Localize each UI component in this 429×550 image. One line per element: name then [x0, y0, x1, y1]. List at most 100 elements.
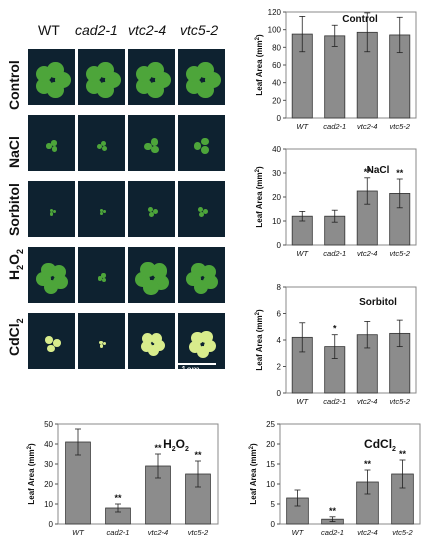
- y-tick-label: 0: [277, 389, 282, 398]
- plot-frame: [279, 423, 421, 525]
- y-tick-label: 6: [277, 310, 282, 319]
- seedling-leaf: [198, 206, 204, 212]
- seedling-leaf: [102, 341, 107, 346]
- seedling-photo-h2o2-wt: [27, 246, 76, 304]
- y-tick-label: 10: [44, 500, 53, 509]
- chart-sorbitol: 0 2 4 6 8 WT * cad2-1 vtc2-4 vtc5-2 Leaf Area (mm2…: [255, 283, 417, 406]
- seedling-leaf: [193, 142, 202, 151]
- seedling-photo-control-vtc2-4: [127, 48, 176, 106]
- seedling-leaf: [99, 340, 103, 345]
- seedling-leaf: [151, 138, 159, 146]
- plot-frame: [57, 423, 219, 525]
- y-tick-label: 80: [272, 43, 281, 52]
- bar-cad2-1: [324, 35, 346, 119]
- significance-marker: **: [154, 443, 162, 453]
- row-label-sorbitol: Sorbitol: [6, 183, 22, 236]
- y-tick-label: 20: [272, 193, 281, 202]
- y-tick-label: 10: [266, 480, 275, 489]
- y-tick-label: 60: [272, 61, 281, 70]
- chart-title: Control: [342, 14, 378, 25]
- seedling-photo-nacl-wt: [27, 114, 76, 172]
- seedling-leaf: [101, 140, 107, 146]
- category-label: vtc5-2: [390, 397, 411, 406]
- category-label: WT: [296, 397, 309, 406]
- category-label: WT: [292, 528, 305, 537]
- chart-nacl: 0 10 20 30 40 WT cad2-1 ** vtc2-4 ** vtc5-2 Leaf Ar…: [255, 145, 417, 258]
- seedling-photo-sorbitol-cad2-1: [77, 180, 126, 238]
- seedling-leaf: [151, 146, 159, 154]
- y-tick-label: 5: [271, 500, 276, 509]
- seedling-leaf: [102, 278, 107, 283]
- category-label: vtc2-4: [357, 528, 377, 537]
- seedling-photo-nacl-cad2-1: [77, 114, 126, 172]
- y-tick-label: 0: [277, 114, 282, 123]
- seedling-photo-control-vtc5-2: [177, 48, 226, 106]
- y-axis-label: Leaf Area (mm2): [255, 34, 264, 96]
- seedling-leaf: [201, 146, 209, 154]
- seedling-photo-sorbitol-vtc5-2: [177, 180, 226, 238]
- category-label: vtc2-4: [148, 528, 168, 537]
- bar-wt: [65, 441, 91, 525]
- chart-cdcl2: 0 5 10 15 20 25 WT ** cad2-1 ** vtc2-4 ** vtc5-2 Leaf…: [249, 420, 421, 537]
- category-label: WT: [72, 528, 85, 537]
- seedling-leaf: [142, 333, 154, 345]
- category-label: cad2-1: [323, 249, 346, 258]
- seedling-leaf: [153, 340, 165, 352]
- seedling-photo-h2o2-cad2-1: [77, 246, 126, 304]
- y-tick-label: 30: [44, 460, 53, 469]
- y-tick-label: 100: [268, 26, 282, 35]
- y-tick-label: 40: [272, 79, 281, 88]
- seedling-leaf: [100, 212, 104, 215]
- significance-marker: **: [364, 167, 372, 177]
- seedling-leaf: [185, 77, 203, 95]
- row-label-nacl: NaCl: [6, 136, 22, 168]
- seedling-photo-h2o2-vtc2-4: [127, 246, 176, 304]
- seedling-photo-sorbitol-vtc2-4: [127, 180, 176, 238]
- category-label: vtc2-4: [357, 249, 377, 258]
- seedling-leaf: [47, 61, 64, 79]
- y-tick-label: 20: [272, 96, 281, 105]
- seedling-photo-cdcl2-cad2-1: [77, 312, 126, 370]
- y-tick-label: 10: [272, 217, 281, 226]
- seedling-leaf: [189, 340, 202, 354]
- seedling-leaf: [43, 279, 59, 295]
- seedling-leaf: [52, 210, 57, 214]
- chart-title: H2O2: [163, 437, 189, 453]
- y-tick-label: 15: [266, 460, 275, 469]
- column-label-wt: WT: [38, 22, 60, 38]
- seedling-leaf: [35, 77, 53, 95]
- y-tick-label: 20: [44, 480, 53, 489]
- seedling-leaf: [97, 276, 102, 281]
- seedling-leaf: [51, 146, 58, 152]
- y-tick-label: 50: [44, 420, 53, 429]
- chart-title: CdCl2: [364, 437, 396, 453]
- seedling-leaf: [143, 279, 159, 296]
- seedling-leaf: [150, 332, 162, 344]
- column-label-vtc5-2: vtc5-2: [180, 22, 219, 38]
- chart-h2o2: 0 10 20 30 40 50 WT ** cad2-1 ** vtc2-4 ** vtc5-2 Lea…: [27, 420, 219, 537]
- seedling-leaf: [49, 208, 53, 212]
- seedling-leaf: [203, 209, 209, 215]
- y-tick-label: 40: [272, 145, 281, 154]
- scale-bar-label: 1cm: [181, 365, 200, 376]
- column-label-vtc2-4: vtc2-4: [128, 22, 167, 38]
- seedling-leaf: [148, 212, 154, 218]
- seedling-photo-nacl-vtc5-2: [177, 114, 226, 172]
- y-axis-label: Leaf Area (mm2): [27, 443, 36, 505]
- seedling-leaf: [45, 336, 54, 345]
- category-label: WT: [296, 122, 309, 131]
- category-label: cad2-1: [107, 528, 130, 537]
- y-tick-label: 0: [49, 520, 54, 529]
- y-tick-label: 0: [271, 520, 276, 529]
- category-label: cad2-1: [323, 122, 346, 131]
- seedling-leaf: [46, 143, 52, 149]
- seedling-leaf: [102, 210, 106, 214]
- significance-marker: **: [114, 493, 122, 503]
- seedling-leaf: [135, 77, 153, 95]
- seedling-leaf: [49, 212, 54, 216]
- category-label: vtc5-2: [392, 528, 413, 537]
- chart-control: 0 20 40 60 80 100 120 WT cad2-1 vtc2-4 vtc5-2 Leaf …: [255, 8, 417, 131]
- category-label: vtc5-2: [390, 122, 411, 131]
- seedling-leaf: [100, 209, 103, 212]
- seedling-leaf: [153, 209, 159, 215]
